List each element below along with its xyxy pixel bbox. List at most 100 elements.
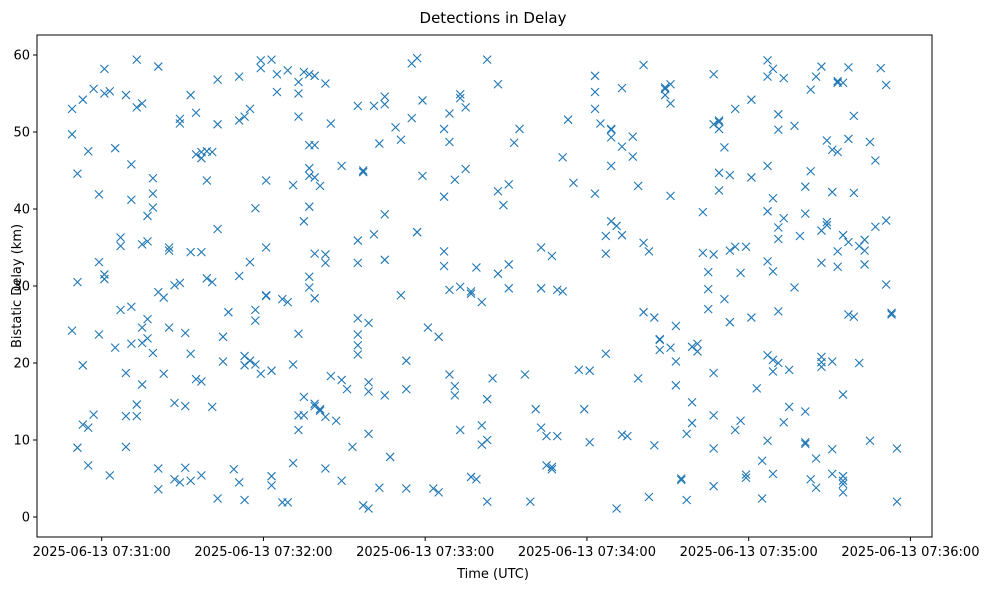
data-point [887, 310, 896, 319]
data-point [639, 307, 648, 317]
data-point [250, 316, 260, 326]
data-point [455, 282, 465, 292]
data-point [186, 247, 196, 257]
data-point [773, 125, 783, 135]
data-point [439, 124, 449, 134]
data-point [693, 347, 702, 356]
data-point [649, 313, 659, 322]
data-point [170, 280, 179, 290]
data-point [374, 139, 384, 148]
data-point [256, 63, 266, 73]
data-point [358, 166, 368, 175]
data-point [676, 474, 686, 483]
data-point [315, 404, 325, 414]
data-point [148, 348, 158, 358]
data-point [116, 241, 125, 251]
data-point [294, 77, 303, 87]
data-point [175, 119, 185, 128]
data-point [304, 171, 314, 181]
data-point [364, 387, 373, 396]
data-point [94, 189, 104, 199]
data-point [294, 112, 303, 122]
y-tick-label: 0 [22, 510, 30, 525]
data-point [455, 93, 465, 103]
data-point [126, 195, 136, 205]
data-point [817, 357, 826, 367]
data-point [299, 392, 309, 402]
data-point [461, 102, 471, 112]
data-point [601, 249, 611, 259]
data-point [849, 312, 859, 322]
data-point [887, 308, 896, 318]
data-point [590, 87, 600, 97]
data-point [110, 143, 120, 153]
data-point [817, 258, 826, 268]
data-point [385, 452, 395, 462]
data-point [477, 297, 487, 307]
data-point [288, 180, 298, 190]
data-point [83, 461, 93, 470]
data-point [833, 246, 843, 256]
data-point [757, 456, 767, 466]
data-point [784, 365, 794, 375]
data-point [364, 318, 373, 328]
data-point [310, 293, 320, 303]
chart-title: Detections in Delay [420, 9, 567, 27]
data-point [250, 305, 260, 315]
data-point [353, 313, 363, 323]
data-point [622, 431, 632, 441]
data-point [407, 113, 417, 123]
data-point [644, 246, 654, 256]
data-point [763, 256, 772, 266]
data-point [105, 86, 115, 96]
data-point [779, 213, 789, 223]
data-point [741, 470, 751, 480]
data-point [730, 425, 740, 435]
data-point [159, 293, 169, 302]
data-point [709, 250, 719, 259]
data-point [143, 314, 152, 324]
data-point [401, 484, 411, 493]
data-point [892, 497, 902, 506]
data-point [558, 153, 568, 162]
data-point [601, 349, 611, 359]
data-point [531, 404, 541, 414]
data-point [536, 243, 546, 252]
data-point [137, 99, 147, 108]
data-point [450, 175, 460, 185]
data-point [736, 268, 745, 278]
data-point [439, 246, 449, 256]
data-point [89, 410, 99, 419]
data-point [822, 217, 832, 227]
data-point [321, 79, 330, 88]
data-point [240, 112, 249, 122]
data-point [628, 152, 638, 162]
data-point [628, 132, 638, 142]
data-point [763, 56, 772, 65]
data-point [121, 90, 131, 100]
data-point [617, 142, 627, 152]
data-point [666, 79, 675, 89]
data-point [310, 140, 320, 150]
data-point [78, 420, 88, 429]
data-point [67, 104, 77, 114]
data-point [202, 176, 212, 185]
data-point [725, 170, 735, 180]
data-point [655, 345, 665, 355]
data-point [143, 333, 152, 343]
data-point [423, 323, 433, 332]
data-point [455, 89, 465, 99]
data-point [585, 366, 595, 376]
data-point [94, 330, 104, 339]
data-point [547, 464, 557, 474]
data-point [768, 355, 778, 365]
data-point [671, 321, 681, 331]
data-point [299, 67, 309, 77]
data-point [466, 287, 476, 296]
data-point [703, 304, 713, 314]
data-point [838, 390, 848, 399]
data-point [353, 236, 363, 245]
data-point [191, 108, 201, 118]
data-point [304, 283, 314, 292]
